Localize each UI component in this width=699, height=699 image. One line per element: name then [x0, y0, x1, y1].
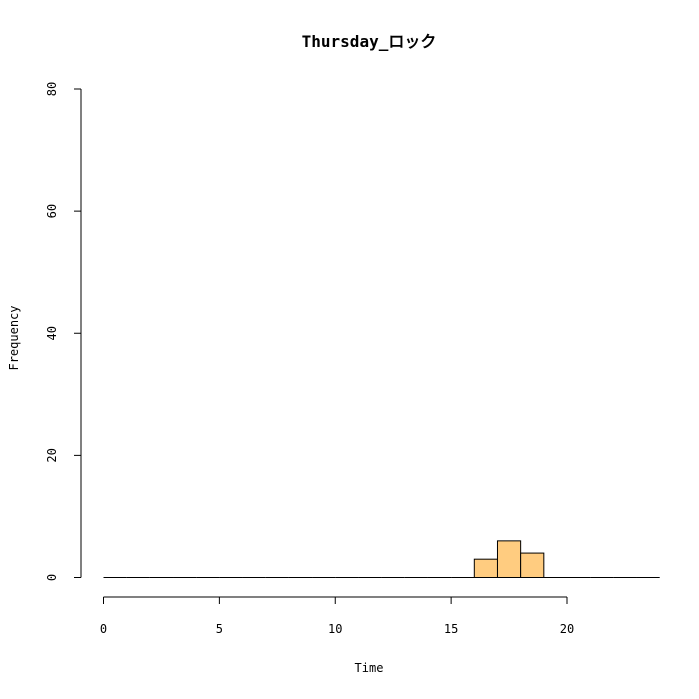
- y-axis: 0 20 40 60 80: [45, 82, 82, 581]
- x-axis: 0 5 10 15 20: [100, 596, 574, 636]
- y-tick-label: 20: [45, 448, 59, 462]
- x-tick-label: 20: [560, 622, 574, 636]
- bars-group: [103, 540, 660, 579]
- y-tick-label: 0: [45, 574, 59, 581]
- x-tick-label: 10: [328, 622, 342, 636]
- x-tick-label: 15: [444, 622, 458, 636]
- histogram-bar: [496, 540, 522, 578]
- y-tick-label: 40: [45, 326, 59, 340]
- y-tick-label: 60: [45, 204, 59, 218]
- x-tick-label: 5: [216, 622, 223, 636]
- y-tick-label: 80: [45, 82, 59, 96]
- histogram-bar: [473, 558, 498, 579]
- chart-title: Thursday_ロック: [302, 32, 437, 51]
- x-tick-label: 0: [100, 622, 107, 636]
- histogram-bar: [520, 552, 545, 579]
- x-axis-label: Time: [355, 661, 384, 675]
- y-axis-label: Frequency: [7, 305, 21, 370]
